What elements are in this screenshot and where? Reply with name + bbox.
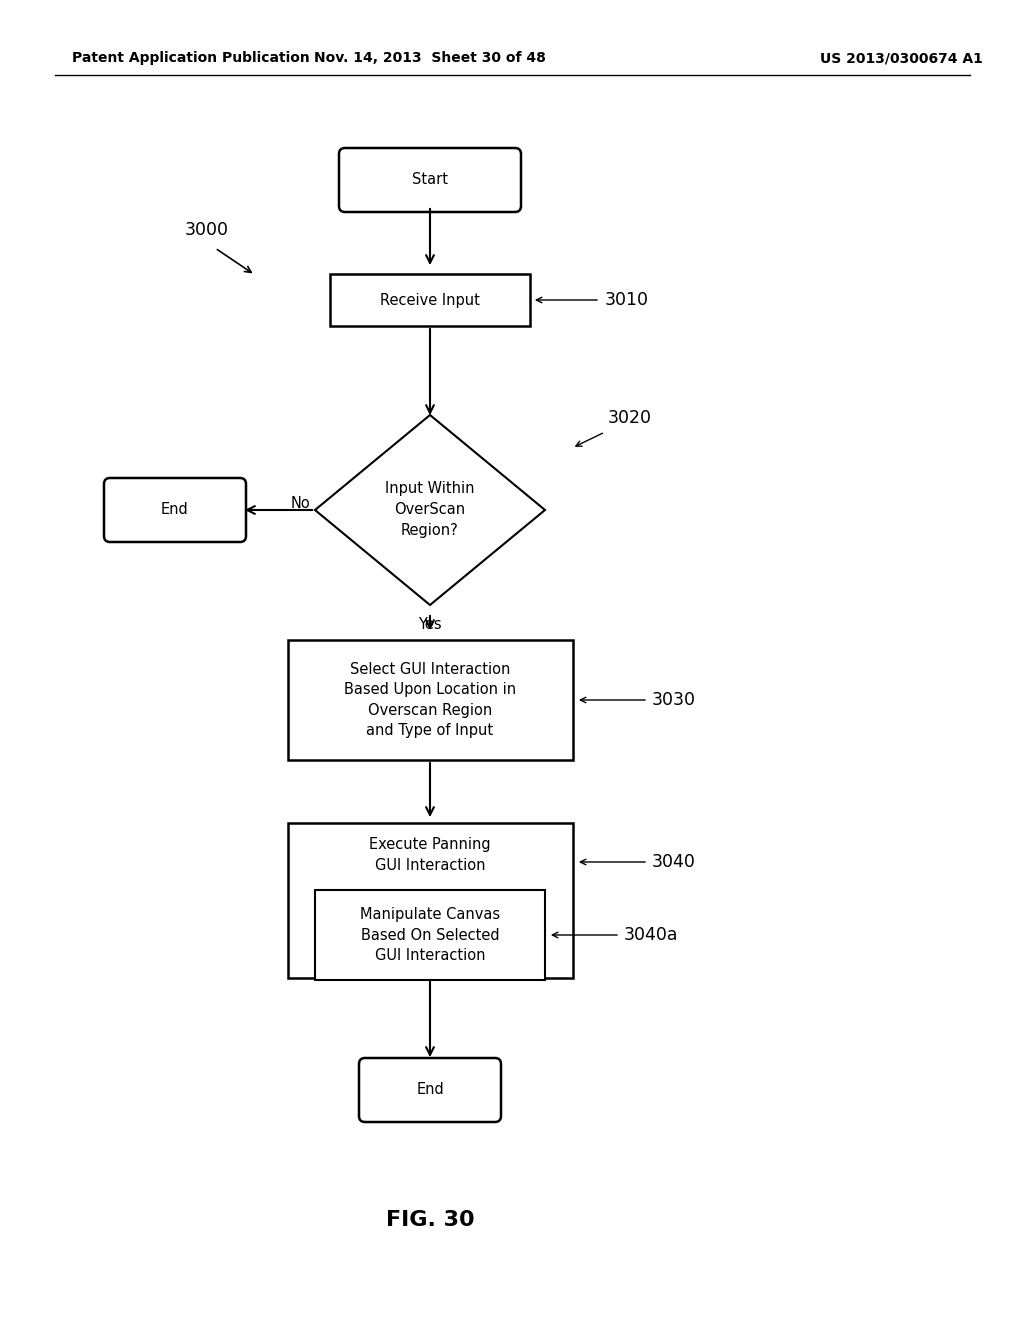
Bar bbox=[330, 275, 530, 326]
Text: Execute Panning
GUI Interaction: Execute Panning GUI Interaction bbox=[370, 837, 490, 873]
Bar bbox=[288, 822, 572, 978]
Text: 3000: 3000 bbox=[185, 220, 229, 239]
Text: End: End bbox=[161, 503, 188, 517]
Text: 3020: 3020 bbox=[608, 409, 652, 426]
Text: Start: Start bbox=[412, 173, 449, 187]
FancyBboxPatch shape bbox=[339, 148, 521, 213]
Text: No: No bbox=[290, 495, 310, 511]
Text: US 2013/0300674 A1: US 2013/0300674 A1 bbox=[820, 51, 983, 65]
Text: Receive Input: Receive Input bbox=[380, 293, 480, 308]
Text: Input Within
OverScan
Region?: Input Within OverScan Region? bbox=[385, 482, 475, 539]
Bar bbox=[315, 890, 545, 979]
Text: 3040a: 3040a bbox=[624, 927, 679, 944]
Text: 3040: 3040 bbox=[652, 853, 696, 871]
Text: Patent Application Publication: Patent Application Publication bbox=[72, 51, 309, 65]
Text: End: End bbox=[416, 1082, 443, 1097]
Text: 3030: 3030 bbox=[652, 690, 696, 709]
Bar bbox=[288, 640, 572, 760]
Text: 3010: 3010 bbox=[605, 290, 649, 309]
FancyBboxPatch shape bbox=[104, 478, 246, 543]
Text: Yes: Yes bbox=[418, 616, 441, 632]
Polygon shape bbox=[315, 414, 545, 605]
FancyBboxPatch shape bbox=[359, 1059, 501, 1122]
Text: FIG. 30: FIG. 30 bbox=[386, 1210, 474, 1230]
Text: Nov. 14, 2013  Sheet 30 of 48: Nov. 14, 2013 Sheet 30 of 48 bbox=[314, 51, 546, 65]
Text: Manipulate Canvas
Based On Selected
GUI Interaction: Manipulate Canvas Based On Selected GUI … bbox=[360, 907, 500, 962]
Text: Select GUI Interaction
Based Upon Location in
Overscan Region
and Type of Input: Select GUI Interaction Based Upon Locati… bbox=[344, 661, 516, 738]
